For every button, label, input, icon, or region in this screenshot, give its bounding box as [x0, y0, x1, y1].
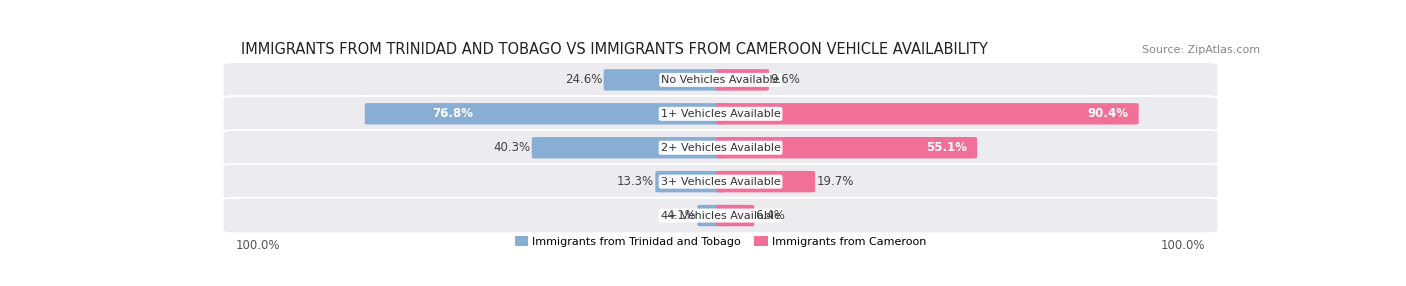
FancyBboxPatch shape	[697, 205, 725, 226]
Text: 100.0%: 100.0%	[1161, 239, 1205, 252]
Text: 4.1%: 4.1%	[666, 209, 696, 222]
Text: 3+ Vehicles Available: 3+ Vehicles Available	[661, 177, 780, 187]
Text: Source: ZipAtlas.com: Source: ZipAtlas.com	[1142, 45, 1260, 55]
FancyBboxPatch shape	[222, 164, 1219, 200]
FancyBboxPatch shape	[222, 198, 1219, 233]
FancyBboxPatch shape	[716, 171, 815, 192]
Text: 1+ Vehicles Available: 1+ Vehicles Available	[661, 109, 780, 119]
FancyBboxPatch shape	[603, 69, 725, 91]
Text: 90.4%: 90.4%	[1088, 107, 1129, 120]
Text: 4+ Vehicles Available: 4+ Vehicles Available	[661, 210, 780, 221]
Legend: Immigrants from Trinidad and Tobago, Immigrants from Cameroon: Immigrants from Trinidad and Tobago, Imm…	[510, 232, 931, 251]
Text: 40.3%: 40.3%	[494, 141, 530, 154]
Text: 24.6%: 24.6%	[565, 74, 603, 86]
Text: 100.0%: 100.0%	[236, 239, 280, 252]
FancyBboxPatch shape	[716, 205, 754, 226]
Text: 13.3%: 13.3%	[617, 175, 654, 188]
Text: 19.7%: 19.7%	[815, 175, 853, 188]
FancyBboxPatch shape	[716, 69, 769, 91]
FancyBboxPatch shape	[222, 96, 1219, 132]
Text: 6.4%: 6.4%	[755, 209, 785, 222]
FancyBboxPatch shape	[222, 130, 1219, 166]
Text: 9.6%: 9.6%	[770, 74, 800, 86]
FancyBboxPatch shape	[716, 103, 1139, 124]
Text: 2+ Vehicles Available: 2+ Vehicles Available	[661, 143, 780, 153]
Text: No Vehicles Available: No Vehicles Available	[661, 75, 780, 85]
FancyBboxPatch shape	[364, 103, 725, 124]
FancyBboxPatch shape	[531, 137, 725, 158]
Text: 76.8%: 76.8%	[433, 107, 474, 120]
FancyBboxPatch shape	[655, 171, 725, 192]
FancyBboxPatch shape	[716, 137, 977, 158]
FancyBboxPatch shape	[222, 62, 1219, 98]
Text: 55.1%: 55.1%	[927, 141, 967, 154]
Text: IMMIGRANTS FROM TRINIDAD AND TOBAGO VS IMMIGRANTS FROM CAMEROON VEHICLE AVAILABI: IMMIGRANTS FROM TRINIDAD AND TOBAGO VS I…	[242, 42, 988, 57]
